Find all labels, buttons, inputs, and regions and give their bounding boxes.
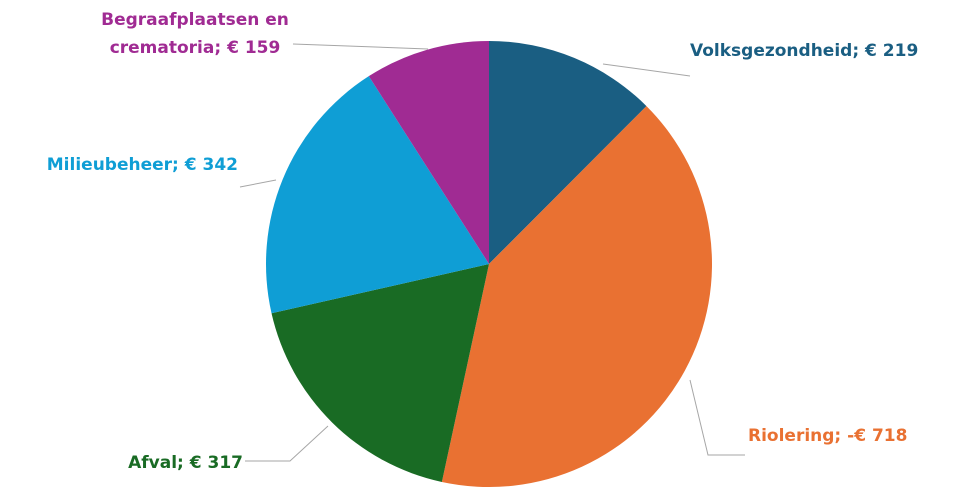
data-label-volksgezondheid: Volksgezondheid; € 219	[690, 41, 918, 61]
slices-layer	[266, 41, 713, 487]
pie-slice-volksgezondheid	[489, 41, 647, 264]
data-label-afval: Afval; € 317	[128, 453, 243, 473]
data-label-begraafplaatsen-en-crematoria: Begraafplaatsen en crematoria; € 159	[101, 10, 289, 58]
data-label-line: Milieubeheer; € 342	[47, 155, 238, 175]
data-label-line: Riolering; -€ 718	[748, 426, 907, 446]
data-label-line: Volksgezondheid; € 219	[690, 41, 918, 61]
leader-lines-layer	[239, 43, 745, 462]
data-label-line: crematoria; € 159	[110, 38, 281, 58]
pie-slice-milieubeheer	[266, 76, 489, 314]
data-label-line: Afval; € 317	[128, 453, 243, 473]
leader-line	[245, 425, 329, 462]
data-label-riolering: Riolering; -€ 718	[748, 426, 907, 446]
data-label-line: Begraafplaatsen en	[101, 10, 289, 30]
leader-line	[292, 43, 429, 50]
data-labels-layer: Volksgezondheid; € 219 Riolering; -€ 718 A…	[47, 10, 919, 473]
leader-line	[602, 63, 691, 77]
data-label-milieubeheer: Milieubeheer; € 342	[47, 155, 238, 175]
leader-line	[689, 379, 745, 456]
pie-slice-afval	[271, 264, 489, 482]
pie-slice-riolering	[441, 106, 713, 487]
leader-line	[239, 179, 277, 188]
pie-slice-begraafplaatsen-en-crematoria	[368, 41, 489, 264]
